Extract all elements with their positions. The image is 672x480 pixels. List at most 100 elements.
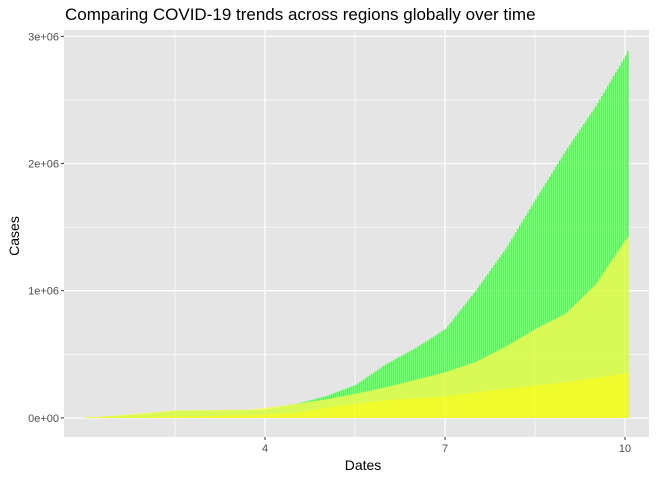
- bar-series-3: [563, 382, 565, 418]
- bar-series-3: [185, 416, 187, 418]
- bar-series-2: [617, 251, 619, 418]
- bar-series-2: [599, 278, 601, 418]
- bar-series-1: [557, 163, 559, 418]
- bar-series-2: [589, 290, 591, 418]
- bar-series-3: [361, 403, 363, 418]
- bar-series-2: [623, 242, 625, 418]
- bar-series-2: [489, 354, 491, 418]
- bar-series-2: [437, 374, 439, 418]
- bar-series-3: [277, 413, 279, 418]
- bar-series-3: [257, 414, 259, 418]
- bar-series-3: [471, 392, 473, 418]
- bar-series-3: [101, 417, 103, 418]
- bar-series-2: [189, 410, 191, 418]
- bar-series-3: [419, 397, 421, 418]
- bar-series-2: [131, 414, 133, 418]
- bar-series-3: [295, 412, 297, 418]
- bar-series-3: [287, 413, 289, 418]
- bar-series-3: [557, 383, 559, 418]
- bar-series-3: [445, 396, 447, 418]
- bar-series-3: [285, 413, 287, 418]
- bar-series-3: [467, 393, 469, 418]
- bar-series-3: [603, 376, 605, 418]
- bar-series-2: [509, 344, 511, 418]
- bar-series-3: [97, 417, 99, 418]
- bar-series-3: [567, 382, 569, 418]
- bar-series-3: [167, 416, 169, 418]
- bar-series-2: [627, 237, 629, 418]
- bar-series-2: [501, 348, 503, 418]
- bar-series-2: [255, 408, 257, 418]
- bar-series-3: [175, 416, 177, 418]
- bar-series-3: [301, 411, 303, 418]
- bar-series-3: [611, 375, 613, 418]
- bar-series-3: [615, 374, 617, 418]
- y-tick-label: 0e+00: [28, 413, 59, 425]
- bar-series-2: [279, 405, 281, 418]
- bar-series-2: [521, 337, 523, 418]
- bar-series-1: [467, 300, 469, 418]
- bar-series-3: [147, 416, 149, 418]
- bar-series-2: [439, 373, 441, 418]
- bar-series-2: [155, 411, 157, 418]
- bar-series-1: [461, 308, 463, 418]
- bar-series-3: [515, 387, 517, 418]
- y-tick-label: 2e+06: [28, 159, 59, 171]
- bar-series-3: [411, 398, 413, 418]
- bar-series-1: [543, 186, 545, 418]
- bar-series-3: [353, 404, 355, 418]
- bar-series-3: [231, 415, 233, 418]
- bar-series-2: [119, 415, 121, 418]
- bar-series-2: [153, 412, 155, 418]
- bar-series-3: [535, 385, 537, 418]
- bar-series-1: [481, 282, 483, 418]
- bar-series-3: [297, 412, 299, 418]
- bar-series-3: [317, 409, 319, 418]
- bar-series-2: [163, 411, 165, 418]
- bar-series-2: [301, 403, 303, 418]
- bar-series-3: [143, 417, 145, 418]
- bar-series-2: [547, 322, 549, 418]
- bar-series-1: [569, 144, 571, 418]
- bar-series-1: [517, 228, 519, 418]
- bar-series-3: [345, 405, 347, 418]
- bar-series-1: [579, 130, 581, 418]
- bar-series-3: [321, 408, 323, 418]
- bar-series-3: [205, 416, 207, 418]
- bar-series-3: [421, 397, 423, 418]
- bar-series-3: [237, 415, 239, 418]
- bar-series-2: [249, 409, 251, 418]
- bar-series-2: [187, 410, 189, 418]
- bar-series-1: [479, 285, 481, 418]
- bar-series-3: [501, 389, 503, 418]
- bar-series-2: [473, 362, 475, 418]
- bar-series-2: [537, 327, 539, 418]
- bar-series-3: [479, 391, 481, 418]
- bar-series-2: [225, 409, 227, 418]
- bar-series-3: [399, 399, 401, 418]
- bar-series-3: [381, 400, 383, 418]
- bar-series-2: [493, 352, 495, 418]
- bar-series-1: [575, 135, 577, 418]
- bar-series-1: [465, 303, 467, 418]
- bar-series-2: [557, 317, 559, 418]
- bar-series-3: [203, 416, 205, 418]
- bar-series-2: [553, 319, 555, 418]
- bar-series-2: [497, 350, 499, 418]
- bar-series-2: [169, 410, 171, 418]
- bar-series-3: [527, 386, 529, 418]
- bar-series-2: [453, 369, 455, 418]
- bar-series-2: [299, 403, 301, 418]
- bar-series-2: [465, 365, 467, 418]
- bar-series-3: [473, 392, 475, 418]
- bar-series-2: [203, 410, 205, 418]
- bar-series-3: [127, 417, 129, 418]
- bar-series-2: [429, 376, 431, 418]
- bar-series-3: [151, 416, 153, 418]
- x-axis-title: Dates: [345, 457, 382, 473]
- bar-series-1: [621, 62, 623, 418]
- bar-series-1: [475, 290, 477, 418]
- chart-title: Comparing COVID-19 trends across regions…: [65, 5, 536, 24]
- bar-series-1: [537, 195, 539, 418]
- bar-series-3: [249, 415, 251, 418]
